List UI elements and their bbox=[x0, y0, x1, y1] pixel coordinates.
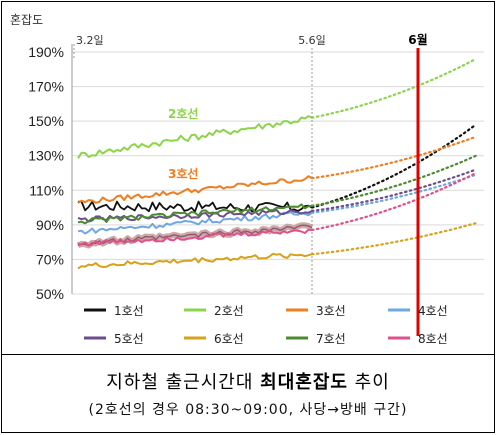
legend-label-2: 2호선 bbox=[214, 304, 244, 318]
mid-date-label: 5.6일 bbox=[298, 33, 326, 47]
projection-line-8 bbox=[310, 171, 478, 232]
caption-title-post: 추이 bbox=[347, 372, 390, 393]
caption-title: 지하철 출근시간대 최대혼잡도 추이 bbox=[1, 368, 495, 394]
projection-line-1 bbox=[310, 123, 478, 209]
projection-line-6 bbox=[310, 222, 478, 256]
y-tick-label: 130% bbox=[28, 148, 64, 164]
projection-line-4 bbox=[310, 173, 478, 214]
date-markers: 3.2일 5.6일 6월 bbox=[73, 32, 428, 336]
series-line-1 bbox=[77, 200, 313, 213]
y-tick-label: 170% bbox=[28, 79, 64, 95]
legend: 1호선 2호선 3호선 4호선 5호선 6호선 7호선 8호선 bbox=[84, 304, 448, 346]
caption-title-bold: 최대혼잡도 bbox=[260, 372, 348, 393]
y-tick-label: 110% bbox=[29, 182, 64, 198]
series-line-6 bbox=[77, 252, 313, 270]
legend-label-6: 6호선 bbox=[214, 332, 244, 346]
series-line-2 bbox=[77, 115, 313, 159]
projection-line-5 bbox=[310, 168, 478, 213]
caption-subtitle: (2호선의 경우 08:30~09:00, 사당→방배 구간) bbox=[88, 402, 408, 418]
legend-label-5: 5호선 bbox=[114, 332, 144, 346]
y-tick-label: 150% bbox=[28, 113, 64, 129]
y-tick-label: 190% bbox=[28, 44, 64, 60]
observed-series bbox=[76, 115, 314, 270]
y-axis-title: 혼잡도 bbox=[10, 13, 43, 27]
legend-label-3: 3호선 bbox=[316, 304, 346, 318]
projection-line-2 bbox=[310, 57, 478, 119]
caption-title-pre: 지하철 출근시간대 bbox=[106, 372, 261, 393]
projection-line-7 bbox=[310, 154, 478, 207]
series-line-8 bbox=[77, 228, 313, 247]
y-tick-label: 70% bbox=[36, 251, 64, 267]
y-axis: 190% 170% 150% 130% 110% 90% 70% 50% 혼잡도 bbox=[10, 13, 73, 302]
series-line-4 bbox=[77, 211, 313, 235]
series-annotations: 2호선 3호선 bbox=[168, 106, 198, 181]
start-date-label: 3.2일 bbox=[76, 33, 104, 47]
legend-label-4: 4호선 bbox=[418, 304, 448, 318]
line-chart: 190% 170% 150% 130% 110% 90% 70% 50% 혼잡도 3.2일 5.6… bbox=[10, 13, 484, 346]
legend-label-7: 7호선 bbox=[316, 332, 346, 346]
series-line-7 bbox=[77, 203, 313, 225]
y-tick-label: 90% bbox=[36, 217, 64, 233]
june-label: 6월 bbox=[408, 32, 427, 47]
legend-label-1: 1호선 bbox=[114, 304, 144, 318]
y-tick-label: 50% bbox=[36, 286, 64, 302]
legend-label-8: 8호선 bbox=[418, 332, 448, 346]
series-annotation-2: 2호선 bbox=[168, 106, 198, 121]
projection-series bbox=[310, 57, 478, 256]
series-line-3 bbox=[77, 175, 313, 204]
caption-box: 지하철 출근시간대 최대혼잡도 추이 (2호선의 경우 08:30~09:00,… bbox=[1, 354, 495, 433]
series-annotation-3: 3호선 bbox=[168, 166, 198, 181]
gridlines bbox=[72, 51, 484, 295]
projection-line-3 bbox=[310, 135, 478, 180]
